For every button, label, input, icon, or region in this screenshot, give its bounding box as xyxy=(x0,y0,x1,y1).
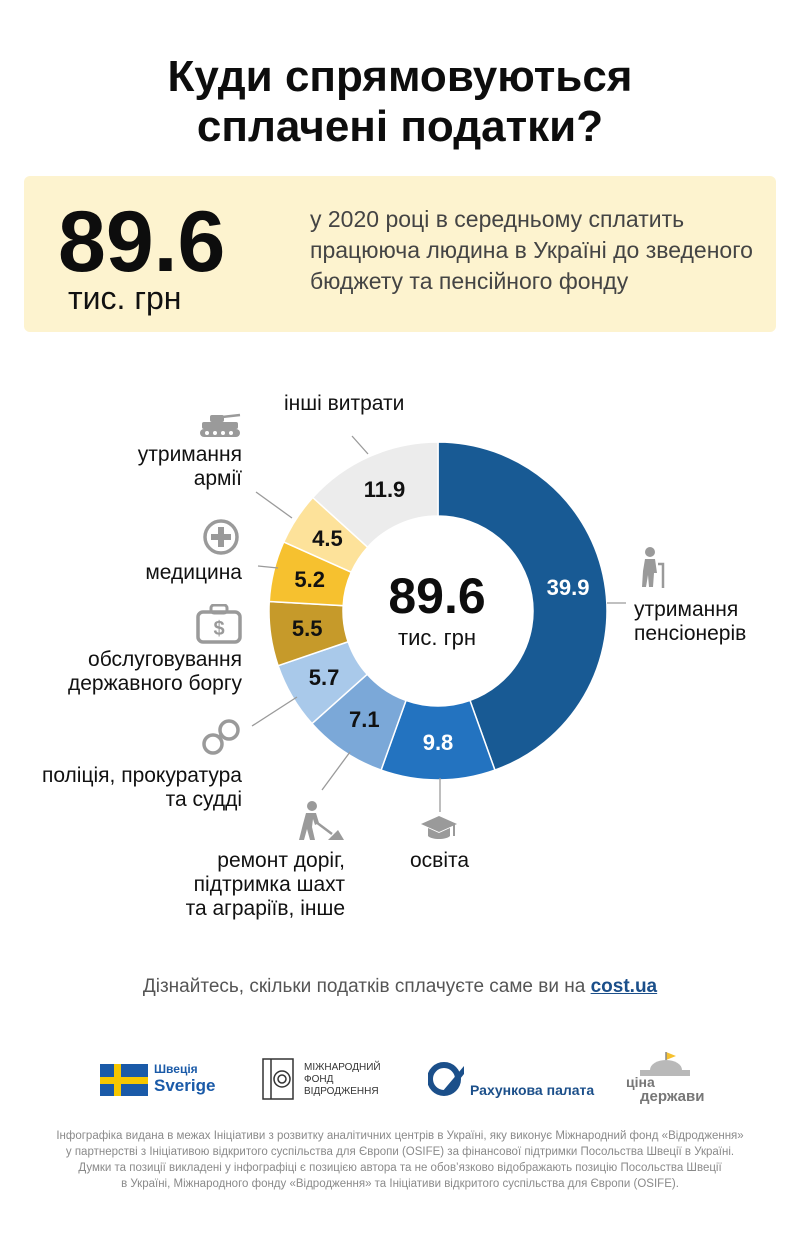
slice-value-label: 5.5 xyxy=(291,615,323,641)
cina-label-bottom: держави xyxy=(640,1088,705,1105)
accounting-chamber-emblem-icon xyxy=(428,1062,464,1096)
footer-text: Дізнайтесь, скільки податків сплачуєте с… xyxy=(142,976,591,997)
summary-box: 89.6 тис. грн у 2020 році в середньому с… xyxy=(24,176,776,332)
elderly-person-icon xyxy=(642,547,665,588)
slice-value-label: 9.8 xyxy=(422,730,454,755)
label-army: утримання армії xyxy=(137,443,242,490)
page-title: Куди спрямовуються сплачені податки? xyxy=(0,52,800,152)
handcuffs-icon xyxy=(202,719,240,755)
irf-line-3: ВІДРОДЖЕННЯ xyxy=(304,1086,379,1097)
label-other: інші витрати xyxy=(284,392,405,415)
irf-emblem-icon xyxy=(262,1058,294,1100)
cina-derzhavy-logo: ціна держави xyxy=(626,1052,716,1112)
disclaimer-line-4: в Україні, Міжнародного фонду «Відроджен… xyxy=(121,1178,679,1190)
graduation-cap-icon xyxy=(421,816,457,839)
leader-other xyxy=(351,435,369,455)
accounting-chamber-label: Рахункова палата xyxy=(470,1082,595,1098)
disclaimer-line-1: Інфографіка видана в межах Ініціативи з … xyxy=(56,1130,744,1142)
slice-value-label: 7.1 xyxy=(348,707,380,733)
irf-line-1: МІЖНАРОДНИЙ xyxy=(304,1062,381,1073)
summary-value: 89.6 xyxy=(58,194,226,290)
label-debt: обслуговування державного боргу xyxy=(67,648,242,695)
slice-value-label: 39.9 xyxy=(546,575,590,601)
donut-center-unit: тис. грн xyxy=(398,625,476,650)
slice-value-label: 11.9 xyxy=(363,477,406,503)
tank-icon xyxy=(200,413,241,437)
label-education: освіта xyxy=(410,849,470,872)
slice-value-label: 5.7 xyxy=(308,664,340,690)
leader-army xyxy=(255,491,293,519)
money-case-icon: $ xyxy=(196,604,242,644)
title-line-1: Куди спрямовуються xyxy=(167,52,633,101)
label-police: поліція, прокуратура та судді xyxy=(41,764,242,811)
disclaimer-line-3: Думки та позиції викладені у інфографіці… xyxy=(78,1162,722,1174)
sweden-logo: Швеція Sverige xyxy=(100,1052,220,1112)
sweden-label-top: Швеція xyxy=(154,1062,198,1076)
road-worker-icon xyxy=(299,801,344,840)
parliament-building-icon xyxy=(640,1052,690,1076)
summary-description: у 2020 році в середньому сплатить працюю… xyxy=(310,206,753,294)
disclaimer-line-2: у партнерстві з Ініціативою відкритого с… xyxy=(65,1146,735,1158)
label-pensioners: утримання пенсіонерів xyxy=(634,598,747,645)
slice-value-label: 4.5 xyxy=(312,525,343,551)
leader-roads xyxy=(321,751,351,791)
cost-ua-link[interactable]: cost.ua xyxy=(590,976,658,997)
leader-police xyxy=(251,696,298,727)
leader-medicine xyxy=(257,565,279,569)
irf-line-2: ФОНД xyxy=(304,1074,334,1085)
donut-chart xyxy=(251,435,626,812)
sweden-flag-icon xyxy=(100,1064,148,1096)
cina-label-top: ціна xyxy=(626,1074,655,1090)
footer-cta: Дізнайтесь, скільки податків сплачуєте с… xyxy=(0,976,800,998)
svg-text:$: $ xyxy=(213,618,224,640)
donut-center-value: 89.6 xyxy=(388,568,486,624)
donut-slice xyxy=(311,441,439,549)
donut-slice xyxy=(437,441,608,772)
sweden-label-bottom: Sverige xyxy=(154,1076,216,1095)
title-line-2: сплачені податки? xyxy=(196,102,604,151)
summary-unit: тис. грн xyxy=(68,280,182,316)
medical-cross-icon xyxy=(203,519,239,555)
slice-value-label: 5.2 xyxy=(294,566,326,592)
irf-logo: МІЖНАРОДНИЙ ФОНД ВІДРОДЖЕННЯ xyxy=(262,1052,402,1112)
disclaimer: Інфографіка видана в межах Ініціативи з … xyxy=(20,1128,780,1192)
accounting-chamber-logo: Рахункова палата xyxy=(428,1052,598,1112)
label-medicine: медицина xyxy=(145,561,242,584)
label-roads: ремонт доріг, підтримка шахт та аграріїв, … xyxy=(185,849,345,920)
